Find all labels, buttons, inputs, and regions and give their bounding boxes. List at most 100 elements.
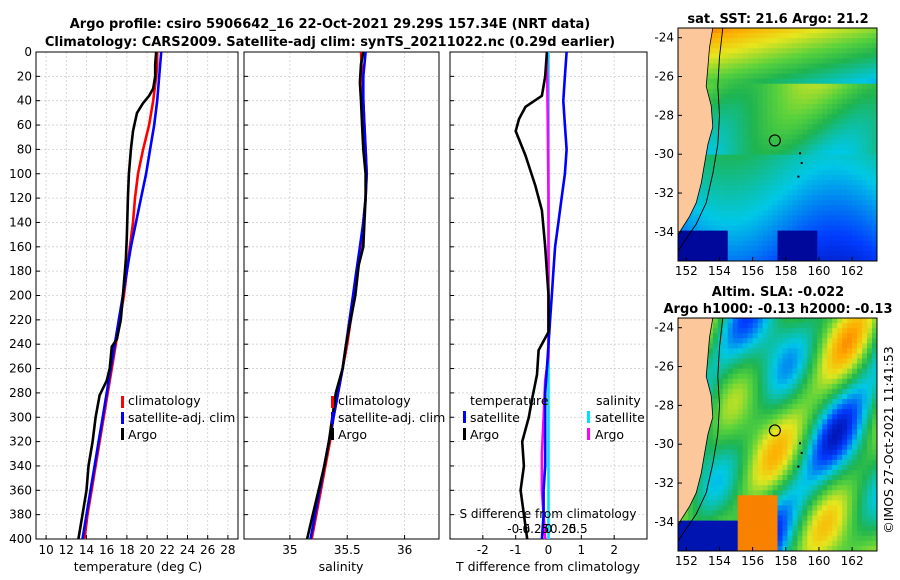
map-cell <box>862 220 868 227</box>
map-cell <box>827 200 833 206</box>
map-cell <box>817 78 823 85</box>
map-cell <box>722 255 729 261</box>
map-cell <box>782 53 788 59</box>
map-cell <box>732 459 739 466</box>
map-cell <box>777 190 783 196</box>
map-cell <box>817 515 823 522</box>
map-cell <box>842 240 848 247</box>
map-cell <box>807 195 813 201</box>
map-cell <box>857 510 863 517</box>
map-cell <box>852 419 858 425</box>
map-cell <box>702 205 709 211</box>
map-cell <box>742 383 749 390</box>
map-cell <box>817 43 823 49</box>
map-cell <box>827 250 833 257</box>
map-cell <box>737 399 744 405</box>
map-cell <box>862 240 868 247</box>
map-cell <box>707 78 714 85</box>
map-cell <box>832 378 838 385</box>
map-cell <box>737 545 744 551</box>
map-cell <box>792 459 798 466</box>
map-cell <box>867 388 873 395</box>
map-cell <box>872 179 877 186</box>
map-cell <box>697 480 704 486</box>
map-cell <box>792 164 798 171</box>
map-cell <box>802 525 808 532</box>
map-cell <box>852 505 858 511</box>
map-cell <box>872 454 877 461</box>
map-cell <box>747 515 754 522</box>
map-cell <box>797 195 803 201</box>
map-cell <box>742 154 749 161</box>
map-cell <box>797 419 803 425</box>
map-cell <box>762 444 769 451</box>
map-cell <box>852 475 858 481</box>
map-cell <box>857 333 863 339</box>
map-cell <box>832 149 838 156</box>
map-cell <box>847 424 853 430</box>
figure-title-line1: Argo profile: csiro 5906642_16 22-Oct-20… <box>70 17 591 32</box>
map-cell <box>847 323 853 329</box>
map-cell <box>762 520 769 527</box>
map-cell <box>782 114 788 120</box>
map-cell <box>717 58 724 64</box>
map-cell <box>737 240 744 247</box>
map-cell <box>697 240 704 247</box>
map-cell <box>732 220 739 227</box>
map-cell <box>862 328 868 334</box>
map-cell <box>742 149 749 156</box>
y-tick-label: 20 <box>17 69 32 83</box>
map-cell <box>762 159 769 166</box>
map-cell <box>842 235 848 242</box>
map-cell <box>842 33 848 39</box>
map-cell <box>717 240 724 247</box>
map-cell <box>772 144 778 151</box>
map-cell <box>722 485 729 491</box>
map-cell <box>727 525 734 532</box>
map-cell <box>722 383 729 390</box>
map-cell <box>737 454 744 461</box>
map-cell <box>712 200 719 206</box>
map-cell <box>842 358 848 365</box>
map-cell <box>797 83 803 90</box>
map-cell <box>862 480 868 486</box>
map-cell <box>722 195 729 201</box>
map-cell <box>747 368 754 375</box>
map-cell <box>722 505 729 511</box>
map-cell <box>862 119 868 125</box>
map-cell <box>812 103 818 110</box>
map-cell <box>822 149 828 156</box>
map-cell <box>787 179 793 186</box>
map-cell <box>822 114 828 120</box>
map-cell <box>832 179 838 186</box>
map-cell <box>812 500 818 506</box>
map-cell <box>827 368 833 375</box>
map-cell <box>852 434 858 441</box>
map-cell <box>822 510 828 517</box>
map-cell <box>717 540 724 547</box>
map-cell <box>792 424 798 430</box>
map-cell <box>802 200 808 206</box>
map-cell <box>722 179 729 186</box>
map-cell <box>732 63 739 70</box>
map-cell <box>827 139 833 145</box>
map-cell <box>692 545 699 551</box>
map-cell <box>772 424 778 430</box>
map-cell <box>782 58 788 64</box>
map-cell <box>742 388 749 395</box>
map-cell <box>817 323 823 329</box>
map-cell <box>872 174 877 181</box>
map-cell <box>717 98 724 105</box>
map-cell <box>767 169 774 176</box>
map-cell <box>737 139 744 145</box>
map-cell <box>792 434 798 441</box>
map-cell <box>762 485 769 491</box>
map-cell <box>762 393 769 400</box>
map-cell <box>762 358 769 365</box>
map-cell <box>762 48 769 54</box>
map-cell <box>792 43 798 49</box>
map-cell <box>847 515 853 522</box>
map-cell <box>732 500 739 506</box>
map-cell <box>777 78 783 85</box>
map-cell <box>872 323 877 329</box>
